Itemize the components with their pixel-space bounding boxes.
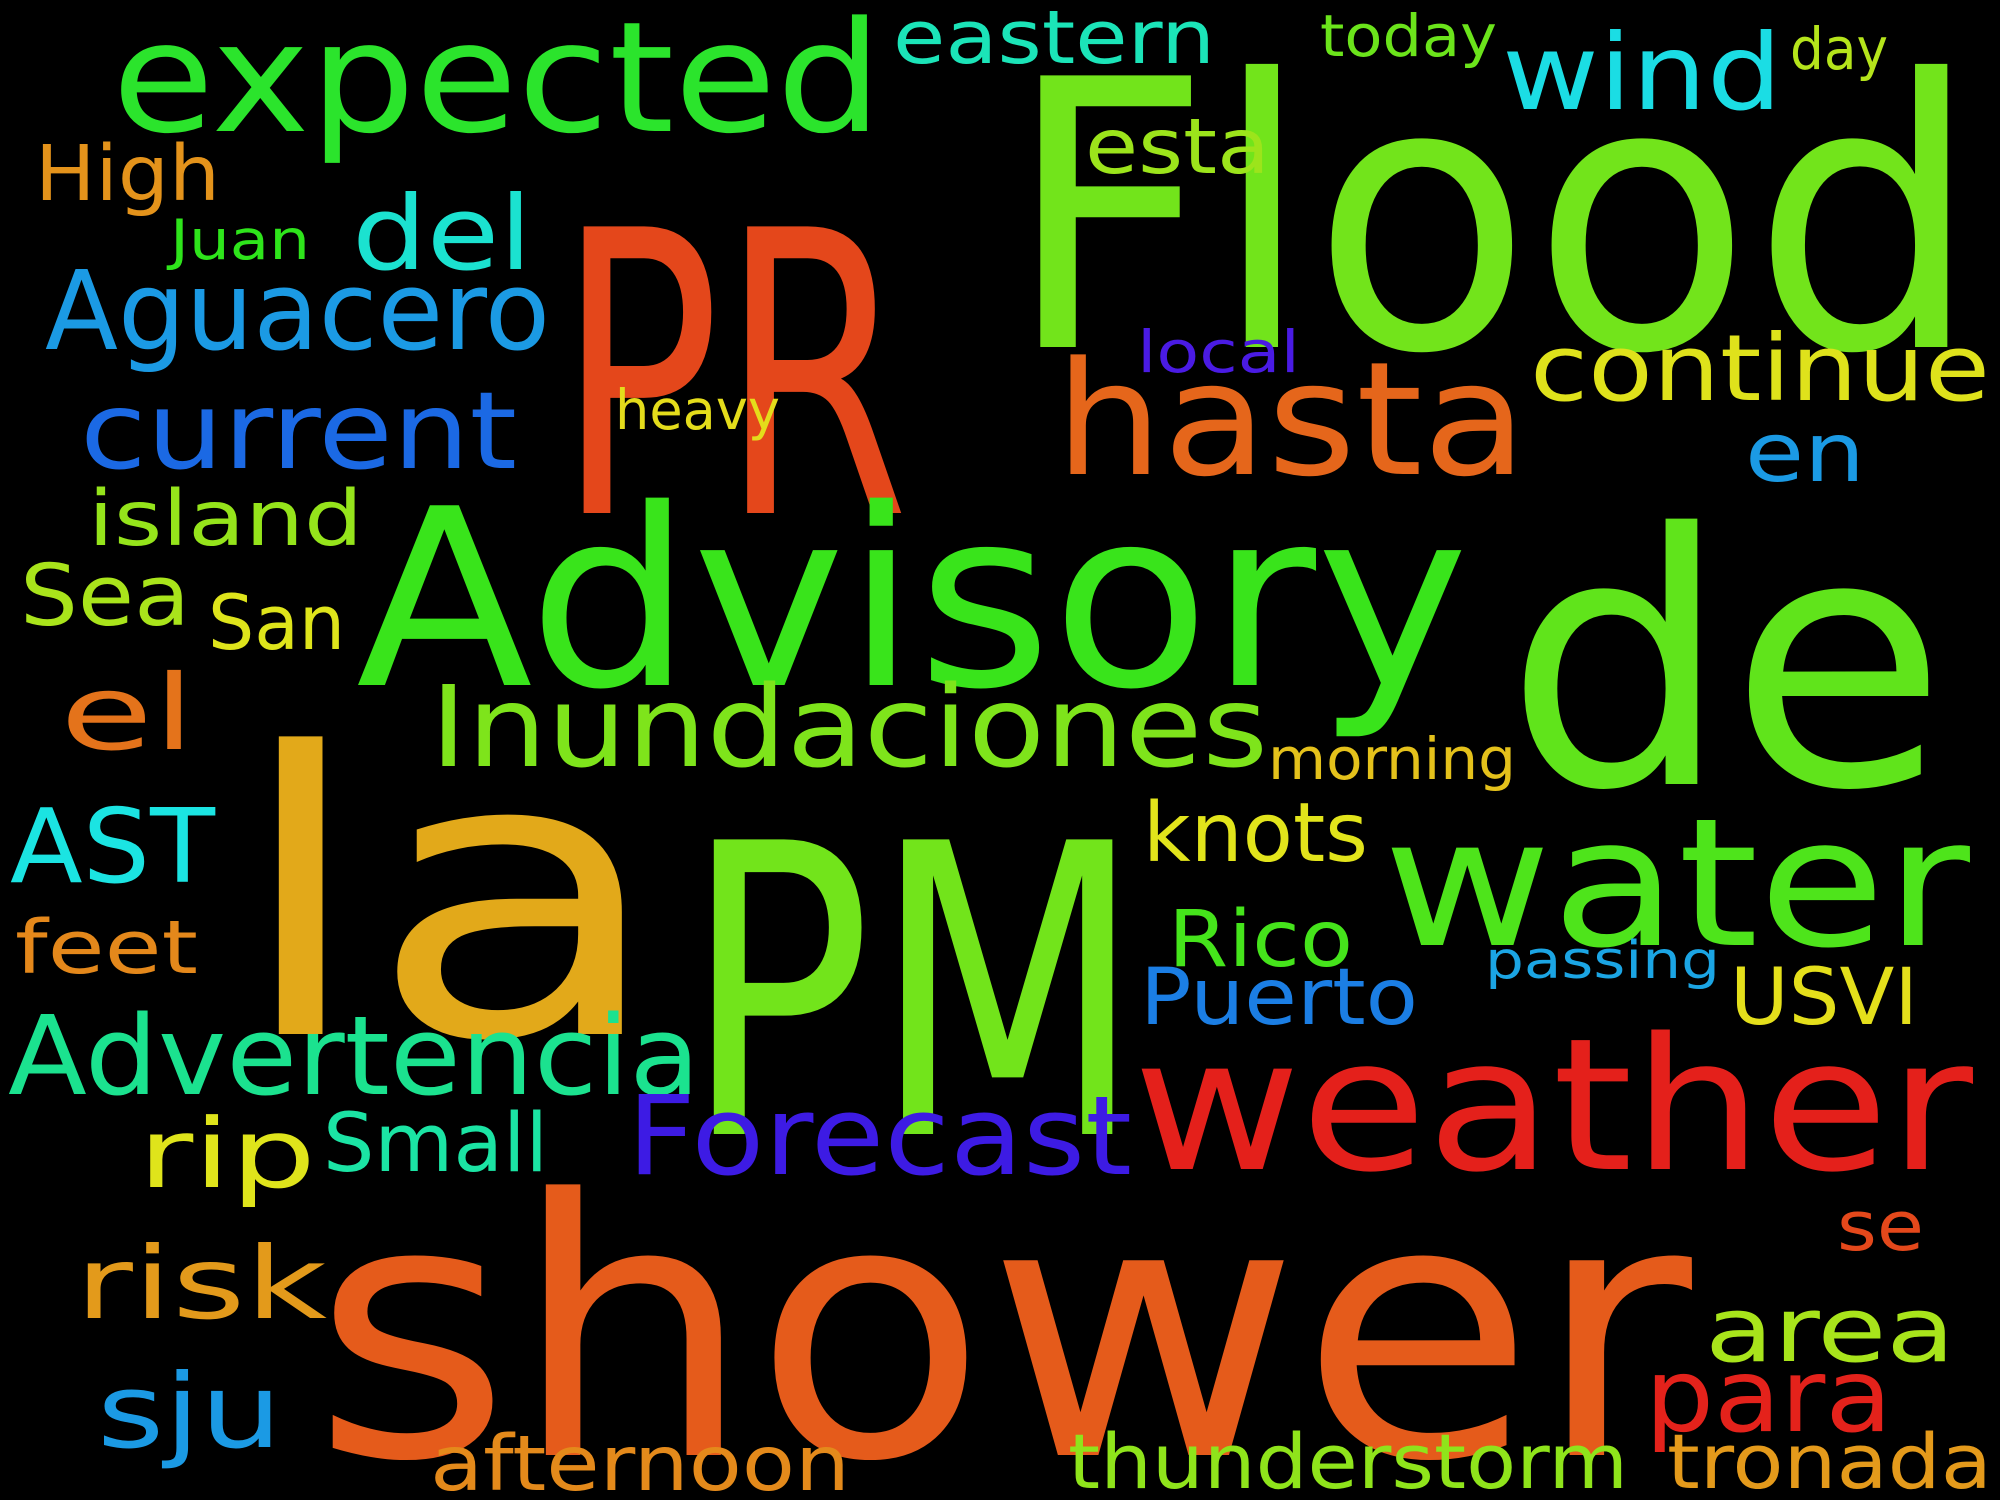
word-thunderstorm: thunderstorm xyxy=(1068,1417,1628,1500)
word-afternoon: afternoon xyxy=(430,1419,850,1500)
word-wind: wind xyxy=(1502,10,1782,134)
word-hasta: hasta xyxy=(1055,329,1527,513)
word-knots: knots xyxy=(1143,785,1368,881)
word-shower: shower xyxy=(312,1124,1692,1500)
word-day: day xyxy=(1790,16,1888,84)
word-rip: rip xyxy=(138,1098,316,1211)
word-forecast: Forecast xyxy=(627,1071,1132,1200)
word-aguacero: Aguacero xyxy=(45,246,550,375)
word-water: water xyxy=(1383,779,1970,987)
word-rico: Rico xyxy=(1168,894,1353,985)
word-today: today xyxy=(1320,3,1497,71)
word-para: para xyxy=(1645,1336,1892,1455)
word-esta: esta xyxy=(1085,102,1270,192)
word-risk: risk xyxy=(75,1225,327,1342)
word-sju: sju xyxy=(97,1352,282,1472)
word-current: current xyxy=(80,369,517,494)
word-de: de xyxy=(1505,460,1947,867)
word-pm: PM xyxy=(683,759,1143,1230)
word-eastern: eastern xyxy=(893,0,1215,81)
word-la: la xyxy=(233,671,666,1128)
word-inundaciones: Inundaciones xyxy=(430,662,1268,793)
word-puerto: Puerto xyxy=(1140,952,1418,1043)
word-se: se xyxy=(1837,1186,1924,1267)
word-pr: PR xyxy=(557,148,909,607)
word-juan: Juan xyxy=(170,208,310,273)
word-del: del xyxy=(352,174,532,294)
word-continue: continue xyxy=(1530,315,1990,423)
word-usvi: USVI xyxy=(1730,952,1918,1043)
word-ast: AST xyxy=(10,787,215,907)
word-flood: Flood xyxy=(1005,0,1980,435)
word-san: San xyxy=(208,578,345,667)
word-high: High xyxy=(35,129,221,219)
word-island: island xyxy=(88,474,363,564)
word-heavy: heavy xyxy=(615,378,780,443)
word-feet: feet xyxy=(15,904,198,991)
word-weather: weather xyxy=(1133,1000,1973,1214)
word-el: el xyxy=(60,651,195,774)
word-passing: passing xyxy=(1485,931,1720,992)
word-morning: morning xyxy=(1268,726,1516,794)
word-area: area xyxy=(1705,1278,1955,1384)
word-sea: Sea xyxy=(20,547,190,647)
word-advisory: Advisory xyxy=(356,456,1469,744)
word-tronada: tronada xyxy=(1667,1417,1992,1500)
word-en: en xyxy=(1745,405,1865,501)
word-small: Small xyxy=(323,1096,548,1191)
word-local: local xyxy=(1137,319,1300,387)
word-advertencia: Advertencia xyxy=(8,991,700,1120)
word-expected: expected xyxy=(112,0,882,169)
